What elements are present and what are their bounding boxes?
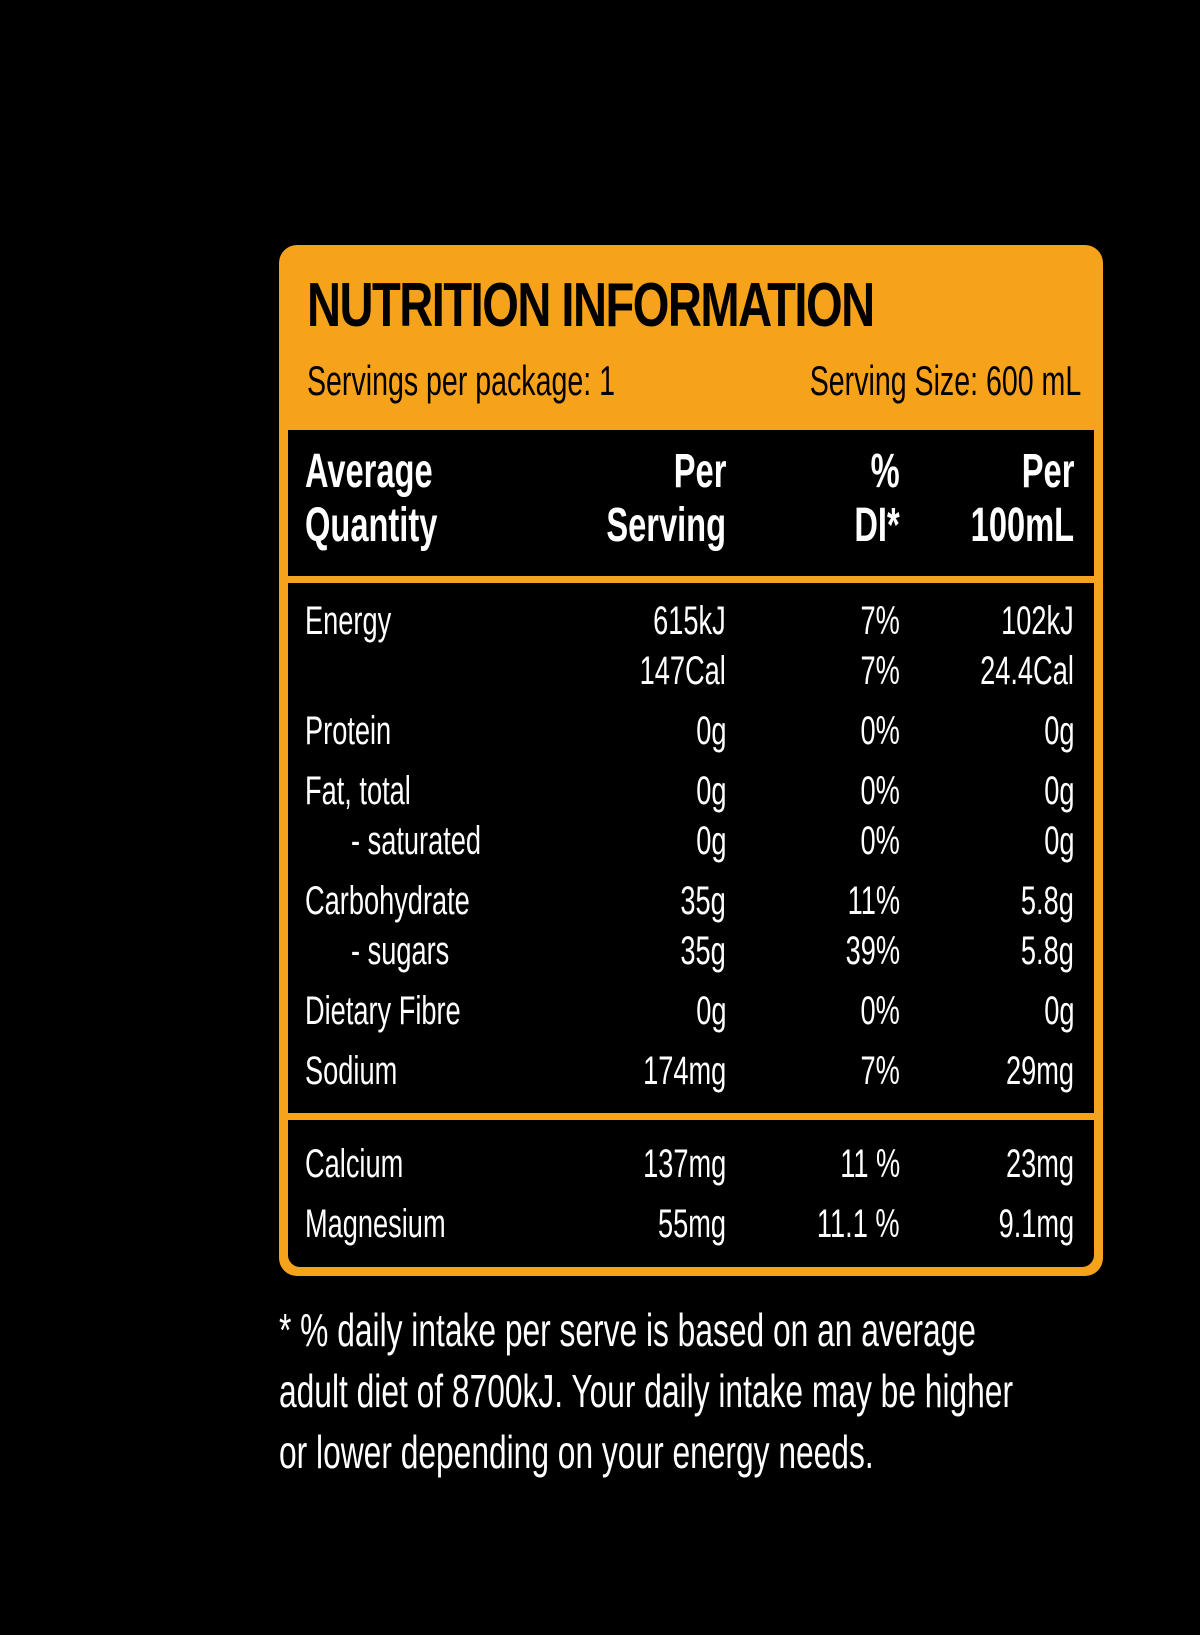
footnote-line: * % daily intake per serve is based on a… [279, 1304, 976, 1356]
per-serving-value: 147Cal [639, 649, 726, 693]
nutrient-name: Protein [305, 709, 392, 753]
daily-intake-value: 0% [860, 819, 900, 863]
per-100ml-value: 0g [1043, 989, 1074, 1033]
panel-title: NUTRITION INFORMATION [307, 271, 875, 340]
per-serving-value: 615kJ [653, 599, 726, 643]
daily-intake-value: 7% [860, 599, 900, 643]
per-100ml-value: 23mg [1005, 1142, 1074, 1186]
nutrient-name: Dietary Fibre [305, 989, 461, 1033]
daily-intake-value: 0% [860, 769, 900, 813]
daily-intake-value: 11% [847, 879, 900, 923]
per-serving-value: 35g [680, 929, 726, 973]
header-di-line1: % [870, 445, 900, 498]
daily-intake-value: 0% [860, 989, 900, 1033]
per-100ml-value: 0g [1043, 769, 1074, 813]
daily-intake-value: 11 % [840, 1142, 900, 1186]
per-serving-value: 55mg [657, 1202, 726, 1246]
nutrient-name: - sugars [351, 929, 450, 973]
panel-header: NUTRITION INFORMATION Servings per packa… [279, 245, 1103, 430]
footnote: * % daily intake per serve is based on a… [279, 1300, 1038, 1483]
per-100ml-value: 5.8g [1021, 879, 1074, 923]
header-per-serving-line2: Serving [606, 499, 726, 552]
header-per-100ml-line2: 100mL [970, 499, 1074, 552]
footnote-line: adult diet of 8700kJ. Your daily intake … [279, 1365, 1014, 1417]
per-100ml-value: 0g [1043, 819, 1074, 863]
per-serving-value: 35g [680, 879, 726, 923]
per-100ml-value: 0g [1043, 709, 1074, 753]
daily-intake-value: 0% [860, 709, 900, 753]
per-serving-value: 137mg [642, 1142, 726, 1186]
per-100ml-value: 5.8g [1021, 929, 1074, 973]
per-100ml-value: 29mg [1005, 1049, 1074, 1093]
header-quantity-line1: Average [305, 445, 433, 498]
per-serving-value: 0g [695, 819, 726, 863]
per-100ml-value: 102kJ [1001, 599, 1074, 643]
per-serving-value: 0g [695, 769, 726, 813]
nutrient-name: Magnesium [305, 1202, 446, 1246]
header-divider [288, 576, 1094, 583]
footnote-line: or lower depending on your energy needs. [279, 1426, 874, 1478]
header-per-serving-line1: Per [673, 445, 726, 498]
header-di-line2: DI* [854, 499, 900, 552]
daily-intake-value: 7% [860, 1049, 900, 1093]
minerals-divider [288, 1113, 1094, 1120]
nutrition-table: Average Quantity Per Serving % DI* Per 1… [288, 430, 1094, 1267]
nutrition-panel: NUTRITION INFORMATION Servings per packa… [279, 245, 1103, 1276]
nutrient-name: Fat, total [305, 769, 411, 813]
header-quantity-line2: Quantity [305, 499, 438, 552]
header-per-100ml-line1: Per [1021, 445, 1074, 498]
nutrient-name: Energy [305, 599, 392, 643]
servings-per-package: Servings per package: 1 [307, 357, 615, 404]
nutrient-name: - saturated [351, 819, 482, 863]
nutrient-name: Sodium [305, 1049, 398, 1093]
nutrient-name: Carbohydrate [305, 879, 470, 923]
per-serving-value: 0g [695, 989, 726, 1033]
nutrient-name: Calcium [305, 1142, 404, 1186]
per-100ml-value: 9.1mg [998, 1202, 1074, 1246]
per-serving-value: 174mg [642, 1049, 726, 1093]
daily-intake-value: 7% [860, 649, 900, 693]
per-100ml-value: 24.4Cal [980, 649, 1074, 693]
per-serving-value: 0g [695, 709, 726, 753]
serving-size: Serving Size: 600 mL [809, 357, 1081, 404]
daily-intake-value: 11.1 % [817, 1202, 900, 1246]
daily-intake-value: 39% [845, 929, 900, 973]
